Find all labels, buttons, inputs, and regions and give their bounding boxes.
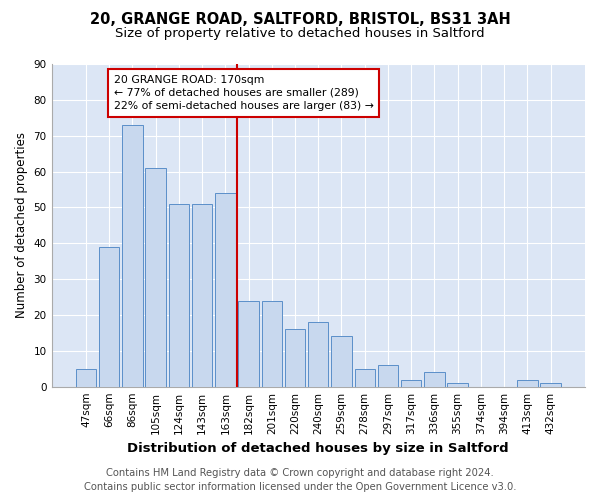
- Bar: [76, 369, 96, 386]
- Bar: [401, 380, 421, 386]
- Bar: [262, 300, 282, 386]
- Bar: [517, 380, 538, 386]
- Bar: [192, 204, 212, 386]
- Y-axis label: Number of detached properties: Number of detached properties: [15, 132, 28, 318]
- Bar: [238, 300, 259, 386]
- Bar: [541, 383, 561, 386]
- Bar: [169, 204, 189, 386]
- Bar: [122, 125, 143, 386]
- Bar: [308, 322, 328, 386]
- Text: 20 GRANGE ROAD: 170sqm
← 77% of detached houses are smaller (289)
22% of semi-de: 20 GRANGE ROAD: 170sqm ← 77% of detached…: [114, 75, 374, 111]
- Text: Contains HM Land Registry data © Crown copyright and database right 2024.
Contai: Contains HM Land Registry data © Crown c…: [84, 468, 516, 492]
- Bar: [331, 336, 352, 386]
- Bar: [448, 383, 468, 386]
- Bar: [378, 365, 398, 386]
- Text: 20, GRANGE ROAD, SALTFORD, BRISTOL, BS31 3AH: 20, GRANGE ROAD, SALTFORD, BRISTOL, BS31…: [89, 12, 511, 28]
- Bar: [355, 369, 375, 386]
- Bar: [424, 372, 445, 386]
- X-axis label: Distribution of detached houses by size in Saltford: Distribution of detached houses by size …: [127, 442, 509, 455]
- Bar: [285, 330, 305, 386]
- Bar: [99, 247, 119, 386]
- Text: Size of property relative to detached houses in Saltford: Size of property relative to detached ho…: [115, 28, 485, 40]
- Bar: [145, 168, 166, 386]
- Bar: [215, 193, 236, 386]
